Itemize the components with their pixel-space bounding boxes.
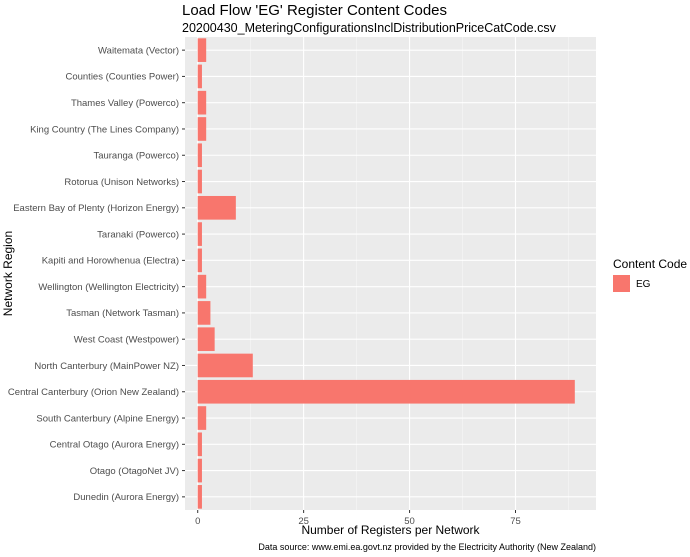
x-axis-title: Number of Registers per Network: [301, 523, 480, 537]
bar-12: [197, 327, 215, 352]
bar-9: [197, 248, 202, 273]
bar-1: [197, 38, 207, 62]
bar-10: [197, 274, 207, 299]
bar-18: [197, 485, 202, 509]
legend-title: Content Code: [613, 257, 687, 271]
y-tick-label: Central Otago (Aurora Energy): [50, 440, 179, 451]
bar-16: [197, 432, 202, 457]
bar-11: [197, 301, 211, 325]
bar-7: [197, 195, 236, 220]
y-tick-label: King Country (The Lines Company): [30, 124, 179, 135]
x-tick-label: 0: [195, 516, 200, 527]
bars: [197, 38, 575, 509]
bar-8: [197, 222, 202, 246]
y-tick-label: Otago (OtagoNet JV): [90, 466, 179, 477]
bar-4: [197, 117, 207, 141]
plot-panel: [185, 37, 596, 510]
y-tick-label: Waitemata (Vector): [98, 45, 179, 56]
y-tick-label: Eastern Bay of Plenty (Horizon Energy): [13, 203, 179, 214]
chart-title: Load Flow 'EG' Register Content Codes: [182, 2, 447, 19]
x-tick-label: 75: [510, 516, 521, 527]
y-tick-label: Rotorua (Unison Networks): [64, 177, 179, 188]
bar-5: [197, 143, 202, 168]
x-tick-label: 50: [404, 516, 415, 527]
y-tick-label: Tasman (Network Tasman): [66, 308, 179, 319]
y-tick-label: Taranaki (Powerco): [97, 229, 179, 240]
bar-15: [197, 406, 207, 430]
bar-13: [197, 353, 253, 378]
y-tick-label: Thames Valley (Powerco): [71, 98, 179, 109]
y-axis: Waitemata (Vector) Counties (Counties Pow…: [8, 45, 185, 503]
bar-6: [197, 169, 202, 194]
legend-key-eg: [613, 275, 630, 292]
chart-subtitle: 20200430_MeteringConfigurationsInclDistr…: [182, 21, 557, 35]
chart-caption: Data source: www.emi.ea.govt.nz provided…: [258, 542, 596, 552]
legend-label-eg: EG: [636, 279, 651, 290]
y-axis-title: Network Region: [1, 231, 15, 316]
x-axis: 0 25 50 75: [195, 510, 521, 527]
legend: Content Code EG: [613, 257, 687, 292]
bar-14: [197, 379, 575, 404]
y-tick-label: Dunedin (Aurora Energy): [73, 492, 179, 503]
y-tick-label: Counties (Counties Power): [65, 72, 179, 83]
bar-3: [197, 90, 207, 115]
bar-17: [197, 458, 202, 483]
bar-2: [197, 64, 202, 89]
y-tick-label: Tauranga (Powerco): [93, 151, 179, 162]
y-tick-label: North Canterbury (MainPower NZ): [34, 361, 179, 372]
y-tick-label: Central Canterbury (Orion New Zealand): [8, 387, 179, 398]
y-tick-label: South Canterbury (Alpine Energy): [36, 413, 179, 424]
x-tick-label: 25: [298, 516, 309, 527]
y-tick-label: Wellington (Wellington Electricity): [38, 282, 179, 293]
y-tick-label: Kapiti and Horowhenua (Electra): [42, 256, 179, 267]
y-tick-label: West Coast (Westpower): [74, 334, 179, 345]
